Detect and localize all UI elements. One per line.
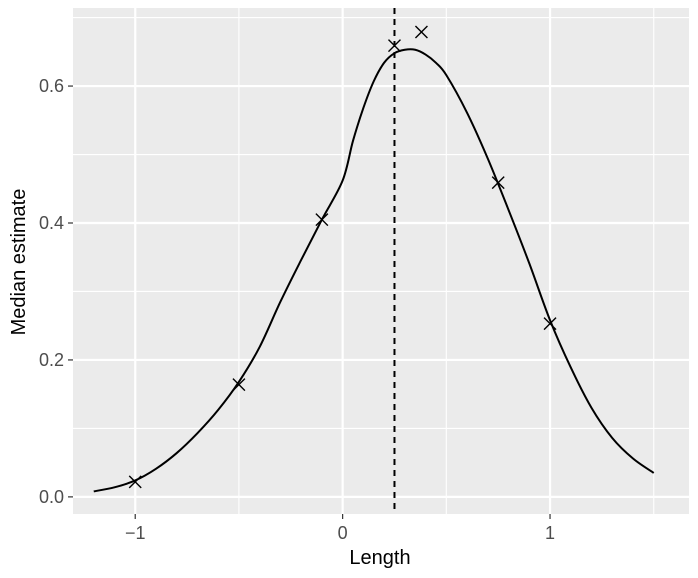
marker-stroke — [414, 25, 428, 39]
x-tick-label: 1 — [545, 523, 555, 543]
fitted-curve — [93, 48, 655, 493]
data-point-marker — [543, 317, 557, 331]
marker-stroke — [128, 475, 142, 489]
data-point-marker — [491, 176, 505, 190]
data-point-marker — [387, 39, 401, 53]
marker-stroke — [543, 317, 557, 331]
y-tick-label: 0.6 — [39, 76, 64, 96]
marker-stroke — [491, 176, 505, 190]
data-point-marker — [128, 475, 142, 489]
y-axis-ticks: 0.0 0.2 0.4 0.6 — [39, 76, 73, 507]
major-grid — [73, 8, 689, 514]
minor-grid — [73, 8, 689, 514]
y-tick-label: 0.4 — [39, 213, 64, 233]
marker-stroke — [315, 213, 329, 227]
y-tick-label: 0.2 — [39, 350, 64, 370]
x-tick-label: −1 — [125, 523, 146, 543]
data-point-marker — [414, 25, 428, 39]
data-points — [128, 25, 557, 489]
x-axis-ticks: −1 0 1 — [125, 514, 555, 543]
data-point-marker — [315, 213, 329, 227]
x-tick-label: 0 — [338, 523, 348, 543]
plot-panel — [73, 8, 689, 514]
data-point-marker — [232, 378, 246, 392]
x-axis-title: Length — [349, 547, 410, 569]
y-axis-title: Median estimate — [8, 189, 30, 336]
y-tick-label: 0.0 — [39, 487, 64, 507]
marker-stroke — [387, 39, 401, 53]
marker-stroke — [232, 378, 246, 392]
